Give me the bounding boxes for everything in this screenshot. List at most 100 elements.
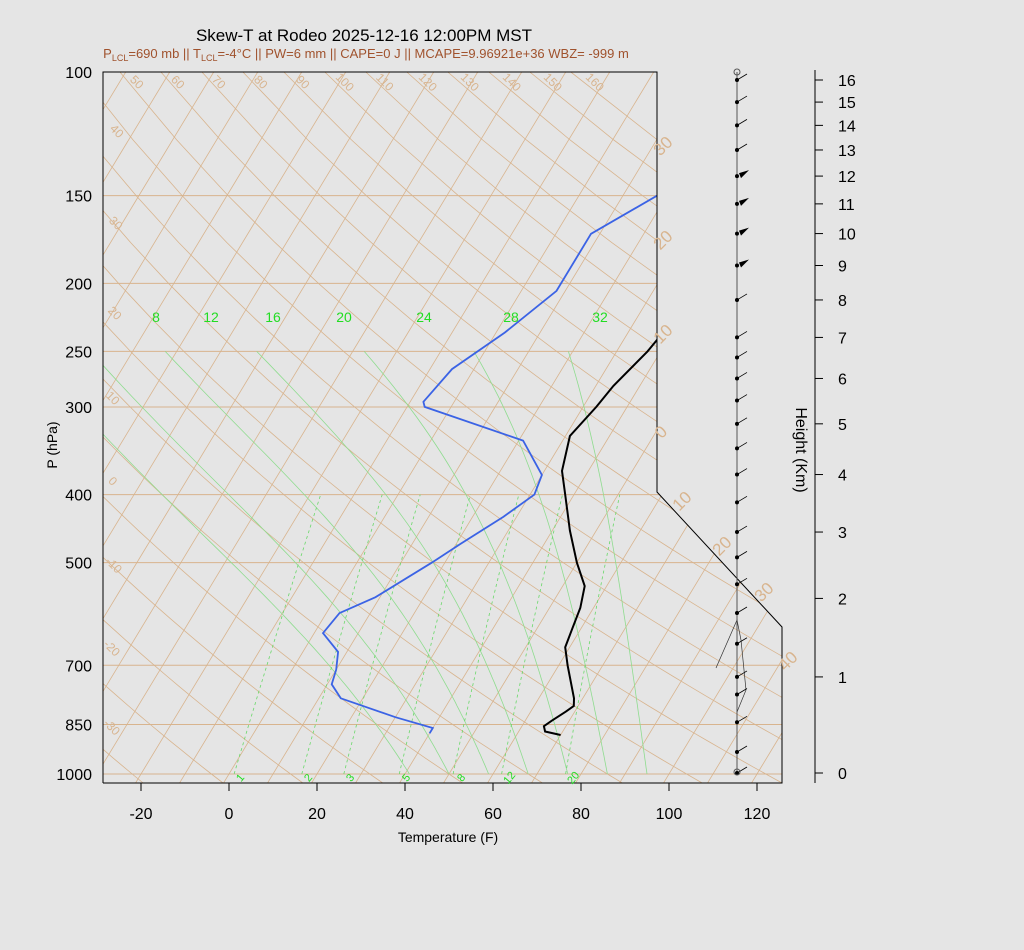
mixing-ratio-line [501, 494, 563, 775]
isotherm-line [103, 72, 523, 783]
height-tick-label: 0 [838, 766, 847, 783]
isotherm-line [175, 72, 611, 783]
mixing-ratio-line [343, 494, 421, 775]
wind-level-dot [735, 201, 739, 206]
pressure-tick-label: 200 [65, 276, 92, 293]
wind-barb [736, 143, 748, 151]
dry-adiabat-line [103, 72, 553, 783]
isotherm-line [219, 72, 655, 783]
wind-barb [736, 637, 748, 645]
dry-adiabat-line [242, 72, 782, 783]
pressure-tick-label: 500 [65, 556, 92, 573]
height-tick-label: 13 [838, 143, 856, 160]
pressure-tick-label: 850 [65, 717, 92, 734]
wind-barb-flag [739, 170, 749, 179]
height-tick-label: 2 [838, 591, 847, 608]
height-tick-label: 8 [838, 293, 847, 310]
x-axis-title: Temperature (F) [398, 829, 498, 845]
height-tick-label: 15 [838, 95, 856, 112]
mixing-ratio-line [398, 494, 471, 775]
dry-adiabat-line [201, 72, 782, 783]
mixing-ratio-line [565, 494, 621, 775]
isotherm-line [103, 72, 347, 783]
isotherm-line [659, 72, 782, 783]
x-tick-label: 40 [396, 806, 414, 823]
height-tick-label: 10 [838, 227, 856, 244]
height-axis-title: Height (Km) [792, 407, 809, 492]
dry-adiabat-line [283, 72, 782, 783]
pressure-tick-label: 400 [65, 488, 92, 505]
wind-top-marker [733, 68, 741, 76]
isotherm-line [103, 72, 479, 783]
pressure-tick-label: 150 [65, 189, 92, 206]
wind-barb [736, 293, 748, 301]
plot-frame [102, 71, 783, 784]
mixing-ratio-label: 24 [416, 309, 432, 325]
dry-adiabat-line [103, 72, 472, 783]
wind-barb [736, 95, 748, 103]
wind-level-dot [735, 231, 739, 236]
wind-barb [736, 468, 748, 475]
wind-barb-flag [739, 259, 749, 268]
plot-area [103, 72, 782, 783]
dry-adiabat-line [103, 72, 392, 783]
x-tick-label: 120 [744, 806, 771, 823]
mixing-ratio-label: 32 [592, 309, 608, 325]
dry-adiabat-line [103, 72, 782, 783]
wind-barb [736, 688, 748, 695]
wind-barb [736, 417, 748, 425]
pressure-tick-label: 700 [65, 658, 92, 675]
isotherm-line [103, 72, 391, 783]
height-tick-label: 4 [838, 468, 847, 485]
wind-barb [736, 606, 748, 614]
pressure-tick-label: 300 [65, 400, 92, 417]
x-tick-label: 0 [225, 806, 234, 823]
height-tick-label: 6 [838, 371, 847, 388]
height-tick-label: 5 [838, 417, 847, 434]
mixing-ratio-label: 16 [265, 309, 281, 325]
mixing-ratio-line [452, 494, 520, 775]
wind-surface-marker [733, 768, 741, 776]
wind-barb [736, 551, 748, 558]
wind-level-dot [735, 174, 739, 179]
wind-barb [736, 766, 748, 774]
wind-barb [736, 577, 748, 585]
x-tick-label: 100 [656, 806, 683, 823]
chart-title: Skew-T at Rodeo 2025-12-16 12:00PM MST [196, 26, 532, 45]
wind-barb [736, 331, 748, 338]
wind-barb [736, 372, 748, 379]
wind-barb [736, 73, 748, 81]
isotherm-line [103, 72, 259, 783]
mixing-ratio-label: 20 [336, 309, 352, 325]
isotherm-line [571, 72, 782, 783]
wind-barb [736, 670, 748, 678]
height-tick-label: 12 [838, 169, 856, 186]
mixing-ratio-label: 12 [203, 309, 219, 325]
y-axis-title: P (hPa) [44, 421, 60, 468]
wind-barb [736, 745, 748, 753]
dewpoint-line [321, 72, 782, 734]
dry-adiabat-line [103, 72, 782, 783]
isotherm-line [615, 72, 782, 783]
wind-barb [736, 119, 748, 126]
isotherm-line [103, 72, 303, 783]
moist-adiabat-line [103, 351, 410, 775]
mixing-ratio-label: 28 [503, 309, 519, 325]
pressure-tick-label: 1000 [56, 767, 92, 784]
height-tick-label: 1 [838, 670, 847, 687]
x-tick-label: -20 [129, 806, 152, 823]
x-tick-label: 80 [572, 806, 590, 823]
moist-adiabat-line [164, 351, 489, 775]
wind-barb-flag [739, 227, 749, 236]
height-tick-label: 11 [838, 197, 855, 214]
x-tick-label: 20 [308, 806, 326, 823]
dry-adiabat-line [103, 72, 713, 783]
height-tick-label: 7 [838, 330, 847, 347]
chart-subtitle: PLCL=690 mb || TLCL=-4°C || PW=6 mm || C… [103, 46, 629, 63]
hodograph-trace [715, 618, 747, 713]
isotherm-line [703, 72, 782, 783]
pressure-tick-label: 250 [65, 344, 92, 361]
moist-adiabat-line [256, 351, 529, 775]
